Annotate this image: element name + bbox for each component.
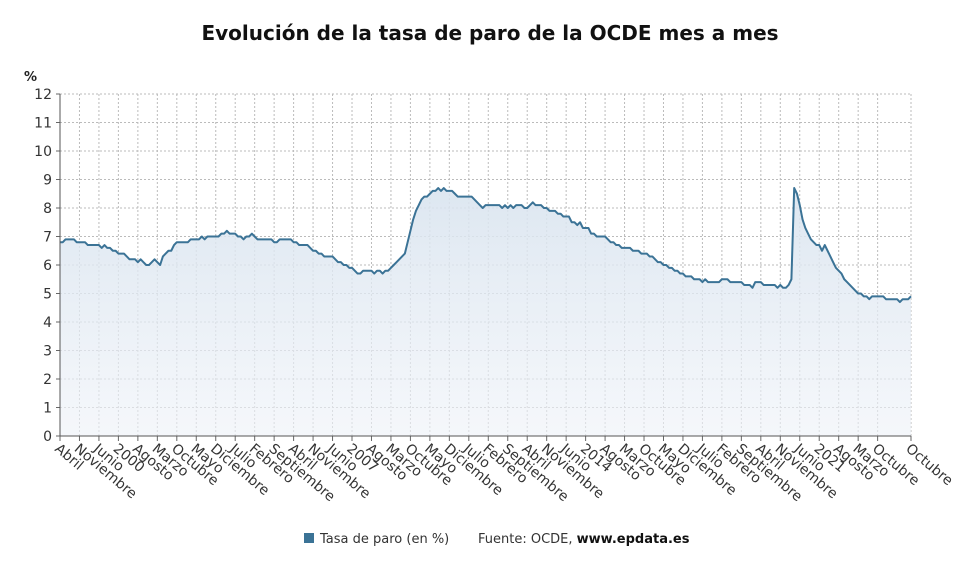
source: Fuente: OCDE, www.epdata.es: [478, 532, 690, 547]
y-tick-label: 1: [43, 401, 52, 417]
y-tick-label: 3: [43, 344, 52, 360]
line: [60, 187, 912, 304]
y-tick-label: 0: [43, 429, 52, 445]
area: [60, 188, 911, 436]
y-tick-label: 4: [43, 315, 52, 331]
y-tick-label: 6: [43, 258, 52, 274]
y-tick-label: 12: [34, 87, 52, 103]
y-tick-label: 8: [43, 201, 52, 217]
y-tick-label: 10: [34, 144, 52, 160]
y-tick-label: 2: [43, 372, 52, 388]
legend-swatch: [304, 533, 314, 543]
chart-title: Evolución de la tasa de paro de la OCDE …: [201, 21, 778, 45]
legend: Tasa de paro (en %) Fuente: OCDE, www.ep…: [304, 532, 690, 547]
y-tick-label: 5: [43, 287, 52, 303]
y-axis-label: %: [24, 70, 37, 85]
y-tick-label: 11: [34, 116, 52, 132]
y-tick-label: 7: [43, 230, 52, 246]
source-prefix: Fuente: OCDE,: [478, 532, 577, 547]
source-site: www.epdata.es: [577, 532, 690, 547]
legend-label: Tasa de paro (en %): [319, 532, 449, 547]
y-tick-label: 9: [43, 173, 52, 189]
